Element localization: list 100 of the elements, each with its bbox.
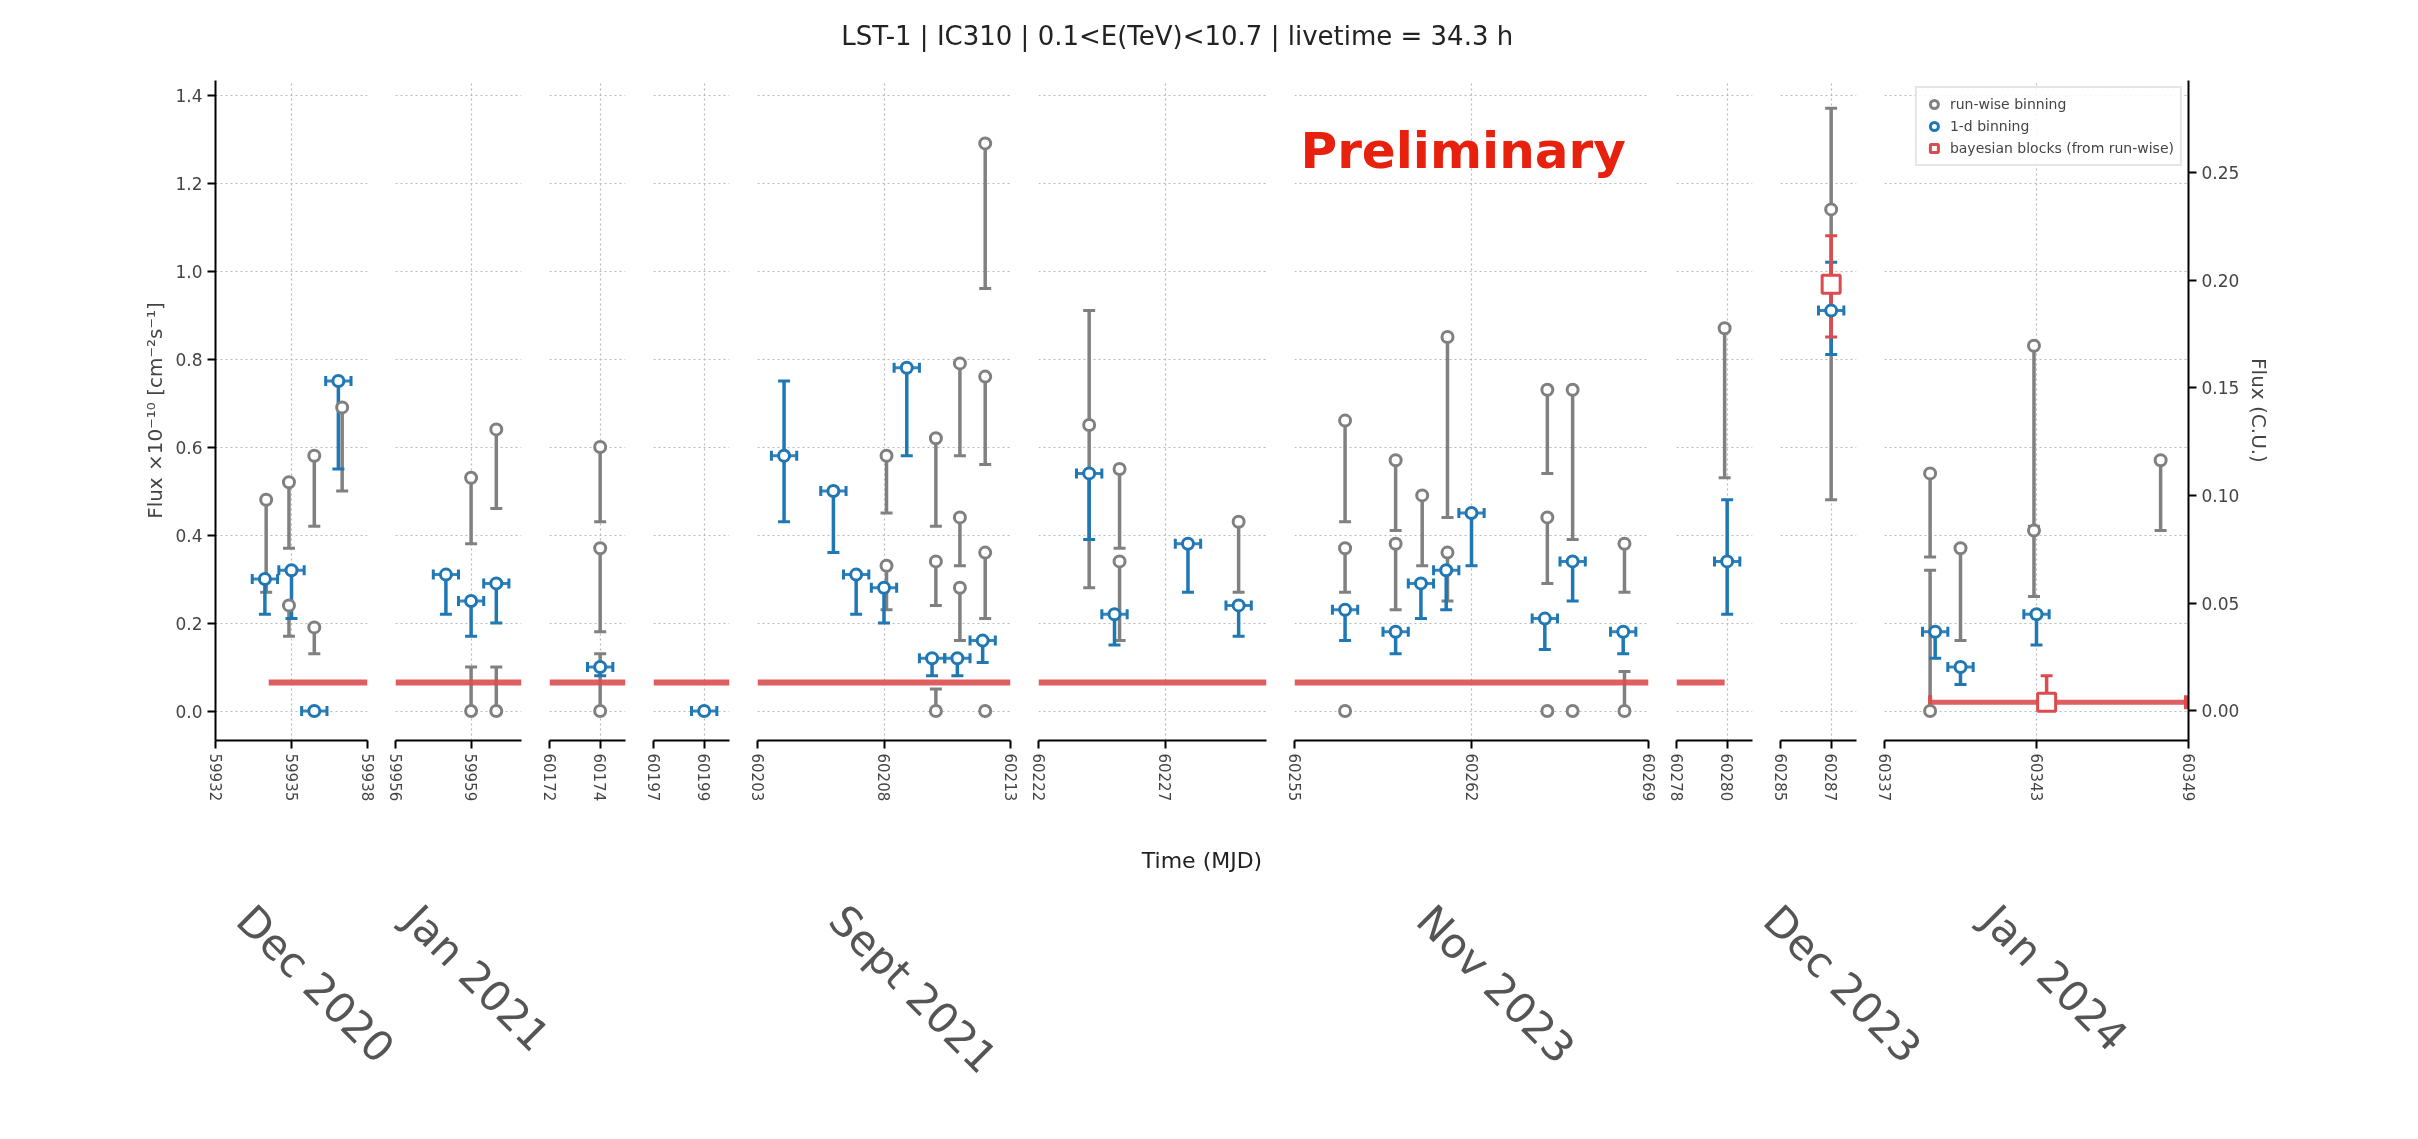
y-tick-label: 0.8: [175, 349, 203, 370]
x-tick-label: 60208: [874, 753, 892, 802]
point: [1464, 506, 1479, 521]
point: [1617, 704, 1632, 719]
point: [593, 704, 608, 719]
point: [925, 651, 940, 666]
point: [1338, 413, 1353, 428]
point: [1923, 466, 1938, 481]
x-tick-label: 60343: [2026, 753, 2045, 802]
point: [2029, 607, 2044, 622]
x-tick-label: 59959: [461, 753, 480, 802]
point: [489, 576, 504, 591]
point: [975, 633, 990, 648]
point: [879, 448, 894, 463]
x-tick-label: 60285: [1770, 753, 1789, 802]
y-tick-label: 1.4: [175, 85, 203, 106]
x-tick-label: 60203: [747, 753, 766, 802]
point: [1537, 611, 1552, 626]
point: [1440, 545, 1455, 560]
x-tick-label: 59935: [281, 753, 300, 802]
point: [928, 431, 943, 446]
point: [1440, 330, 1455, 345]
point: [2153, 453, 2168, 468]
y-tick-label: 1.0: [175, 261, 203, 282]
x-tick-label: 60280: [1717, 753, 1736, 802]
point: [1565, 554, 1580, 569]
point: [593, 440, 608, 455]
point: [1107, 607, 1122, 622]
point: [849, 567, 864, 582]
point: [307, 448, 322, 463]
x-tick-label: 60199: [694, 753, 713, 802]
y-axis-title: Flux ×10⁻¹⁰ [cm⁻²s⁻¹]: [143, 302, 168, 519]
point: [335, 400, 350, 415]
point: [1540, 704, 1555, 719]
y-tick-label: 1.2: [175, 173, 203, 194]
x-tick-label: 60262: [1461, 753, 1480, 802]
point: [1565, 704, 1580, 719]
point: [1928, 624, 1943, 639]
y-tick-label: 0.4: [175, 525, 203, 546]
legend-label: 1-d binning: [1949, 118, 2030, 134]
x-tick-label: 60269: [1638, 753, 1657, 802]
point: [464, 594, 479, 609]
point: [1338, 602, 1353, 617]
point: [1082, 418, 1097, 433]
chart-title: LST-1 | IC310 | 0.1<E(TeV)<10.7 | livetime = 34.3 h: [841, 20, 1514, 52]
point: [1180, 536, 1195, 551]
x-tick-label: 60172: [539, 753, 558, 802]
point: [978, 545, 993, 560]
point: [950, 651, 965, 666]
point: [952, 356, 967, 371]
point: [593, 660, 608, 675]
text: 0.05: [2201, 593, 2240, 614]
x-tick-label: 59938: [357, 753, 376, 802]
point: [307, 620, 322, 635]
x-tick-label: 60349: [2178, 753, 2197, 802]
text: 0.20: [2201, 270, 2240, 291]
legend-label: bayesian blocks (from run-wise): [1949, 140, 2174, 156]
point: [1338, 541, 1353, 556]
point: [899, 360, 914, 375]
x-tick-label: 60222: [1028, 753, 1047, 802]
x-tick-label: 60278: [1666, 753, 1685, 802]
legend-label: run-wise binning: [1949, 96, 2067, 112]
point: [1953, 660, 1968, 675]
point: [1540, 382, 1555, 397]
point: [257, 572, 272, 587]
point: [952, 580, 967, 595]
point: [1953, 541, 1968, 556]
point: [1231, 514, 1246, 529]
point: [2026, 338, 2041, 353]
point: [1616, 624, 1631, 639]
point: [1413, 576, 1428, 591]
point: [928, 704, 943, 719]
point: [879, 558, 894, 573]
y-tick-label: 0.0: [175, 701, 203, 722]
point: [1565, 382, 1580, 397]
point: [1388, 536, 1403, 551]
point: [1112, 462, 1127, 477]
x-tick-label: 60174: [590, 753, 609, 802]
point: [1923, 704, 1938, 719]
point: [1439, 563, 1454, 578]
x-tick-label: 60287: [1821, 753, 1840, 802]
point: [2026, 523, 2041, 538]
x-tick-label: 60255: [1284, 753, 1303, 802]
point: [489, 422, 504, 437]
point: [307, 704, 322, 719]
point: [281, 598, 296, 613]
text: 0.00: [2201, 701, 2240, 722]
point: [877, 580, 891, 595]
x-tick-label: 60337: [1874, 753, 1893, 802]
y2-axis-title: Flux (C.U.): [2247, 358, 2272, 463]
y-tick-label: 0.6: [175, 437, 203, 458]
point: [1617, 536, 1632, 551]
x-tick-label: 60227: [1155, 753, 1174, 802]
point: [978, 369, 993, 384]
text: 0.15: [2201, 378, 2240, 399]
x-tick-label: 59956: [385, 753, 404, 802]
point: [2036, 691, 2058, 713]
point: [1388, 624, 1403, 639]
x-tick-label: 59932: [205, 753, 224, 802]
point: [284, 563, 299, 578]
